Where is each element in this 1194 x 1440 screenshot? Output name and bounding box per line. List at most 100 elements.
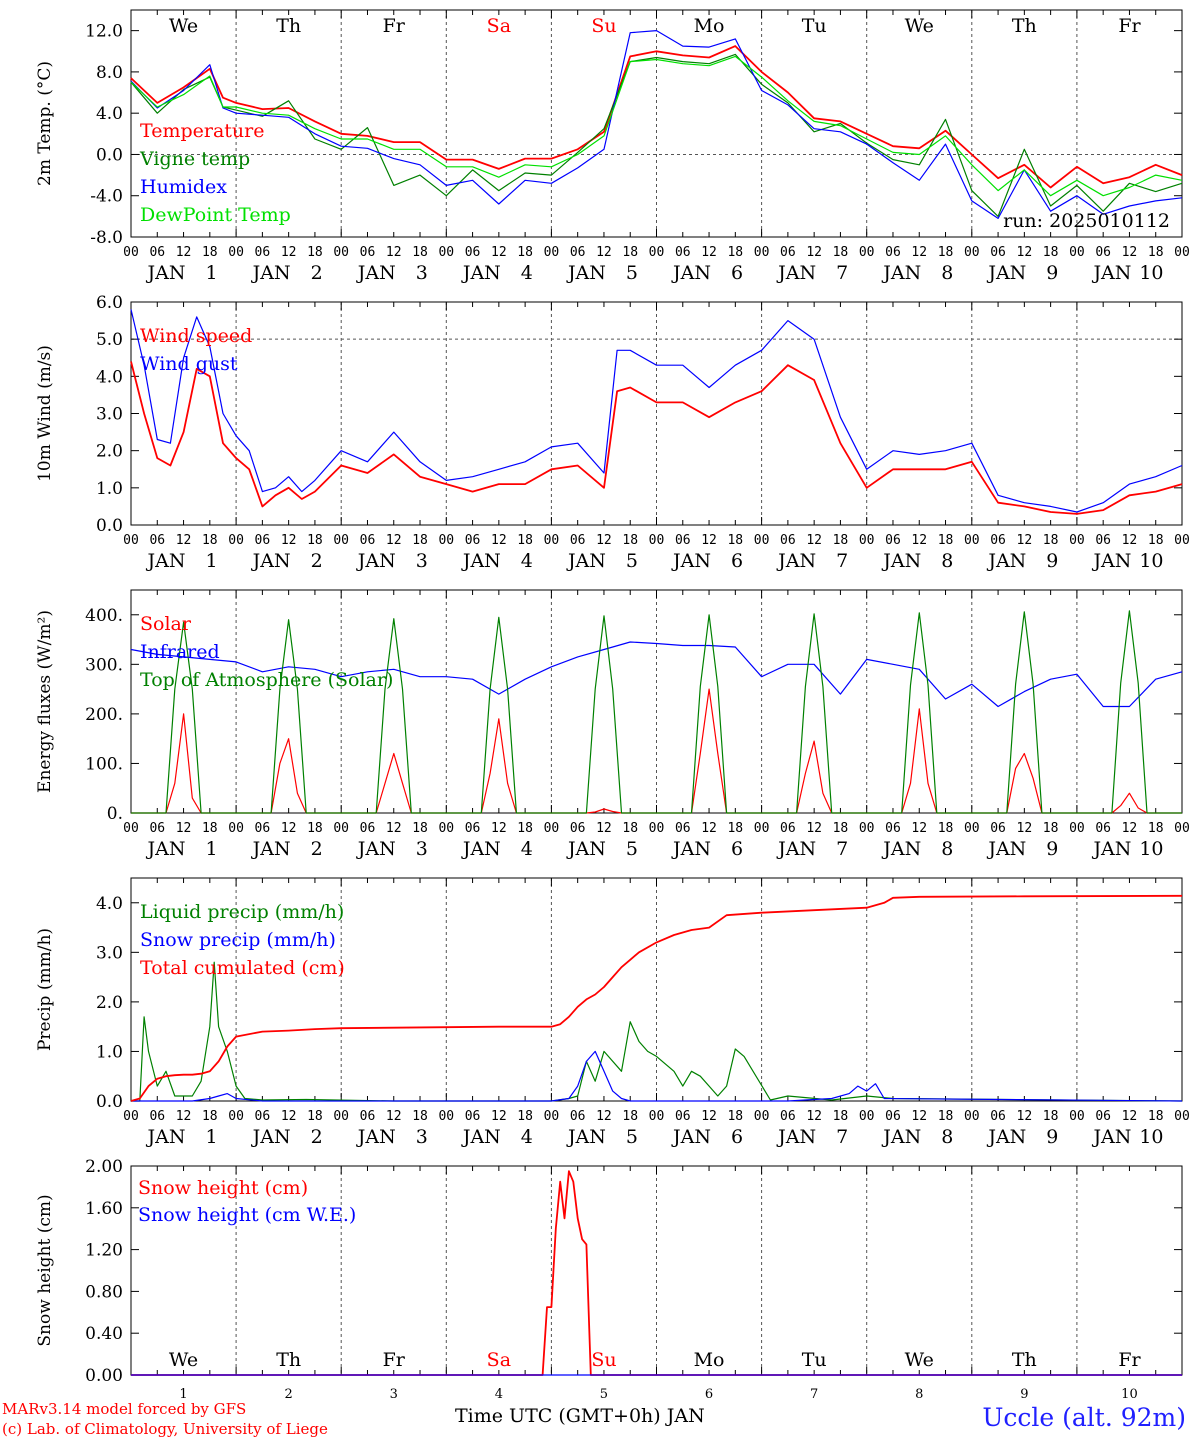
date-day-label: 9 [1046, 838, 1058, 860]
weekday-label: Mo [694, 1349, 725, 1371]
hour-tick-label: 12 [386, 533, 402, 548]
hour-tick-label: 00 [544, 821, 560, 836]
hour-tick-label: 12 [386, 1109, 402, 1124]
series-line-snow-precip-mm-h- [131, 1050, 1183, 1102]
hour-tick-label: 06 [780, 821, 796, 836]
hour-tick-label: 00 [438, 245, 454, 260]
legend-entry: Humidex [140, 176, 227, 198]
hour-tick-label: 18 [938, 533, 954, 548]
y-tick-label: -8.0 [90, 228, 123, 248]
panel-temperature: 12.08.04.00.0-4.0-8.02m Temp. (°C)00 06 12… [35, 9, 1190, 284]
y-tick-label: 8.0 [96, 63, 123, 83]
y-tick-label: 1.0 [96, 479, 123, 499]
date-day-label: 3 [416, 262, 428, 284]
hour-tick-label: 18 [622, 245, 638, 260]
hour-tick-label: 06 [360, 821, 376, 836]
series-line-liquid-precip-mm-h- [131, 961, 1183, 1102]
y-tick-label: 2.0 [96, 442, 123, 462]
y-tick-label: 12.0 [85, 22, 123, 42]
date-day-label: 4 [521, 838, 533, 860]
hour-tick-label: 00 [438, 1109, 454, 1124]
hour-tick-label: 06 [255, 245, 271, 260]
hour-tick-label: 18 [202, 533, 218, 548]
series-line-top-of-atmosphere-solar- [131, 610, 1182, 814]
hour-tick-label: 18 [833, 1109, 849, 1124]
date-month-label: JAN [986, 550, 1026, 572]
date-day-label: 4 [521, 262, 533, 284]
y-axis-label: Snow height (cm) [35, 1194, 55, 1346]
hour-tick-label: 18 [938, 1109, 954, 1124]
y-tick-label: 300. [85, 655, 123, 675]
y-tick-label: 2.00 [85, 1157, 123, 1177]
legend-entry: Liquid precip (mm/h) [140, 901, 344, 923]
date-month-label: JAN [776, 262, 816, 284]
hour-tick-label: 12 [596, 1109, 612, 1124]
series-line-dewpoint-temp [130, 55, 1183, 197]
hour-tick-label: 00 [964, 1109, 980, 1124]
date-day-label: 10 [1139, 1126, 1163, 1148]
hour-tick-label: 18 [938, 245, 954, 260]
weekday-label: Tu [802, 1349, 827, 1371]
hour-tick-label: 18 [1043, 245, 1059, 260]
hour-tick-label: 18 [307, 821, 323, 836]
date-day-label: 3 [416, 550, 428, 572]
date-month-label: JAN [1091, 262, 1131, 284]
date-month-label: JAN [566, 262, 606, 284]
date-day-label: 3 [416, 838, 428, 860]
hour-tick-label: 00 [123, 821, 139, 836]
date-day-label: 6 [731, 262, 743, 284]
time-axis-label: Time UTC (GMT+0h) JAN [455, 1405, 705, 1427]
hour-tick-label: 06 [990, 821, 1006, 836]
date-day-label: 8 [941, 1126, 953, 1148]
hour-tick-label: 12 [701, 1109, 717, 1124]
hour-tick-label: 00 [1069, 245, 1085, 260]
hour-tick-label: 12 [491, 1109, 507, 1124]
date-month-label: JAN [146, 550, 186, 572]
legend-entry: Vigne temp [139, 148, 250, 170]
hour-tick-label: 00 [1174, 1109, 1190, 1124]
hour-tick-label: 06 [465, 533, 481, 548]
date-month-label: JAN [566, 550, 606, 572]
hour-tick-label: 12 [1122, 533, 1138, 548]
hour-tick-label: 06 [360, 1109, 376, 1124]
footer-day-number: 7 [810, 1387, 818, 1402]
date-month-label: JAN [671, 838, 711, 860]
hour-tick-label: 00 [123, 245, 139, 260]
hour-tick-label: 18 [202, 821, 218, 836]
hour-tick-label: 18 [833, 821, 849, 836]
footer-day-number: 10 [1121, 1387, 1138, 1402]
hour-tick-label: 12 [1017, 1109, 1033, 1124]
y-tick-label: 3.0 [96, 405, 123, 425]
date-day-label: 6 [731, 550, 743, 572]
weekday-label: Sa [487, 15, 511, 37]
date-day-label: 7 [836, 838, 848, 860]
date-day-label: 10 [1139, 550, 1163, 572]
hour-tick-label: 06 [465, 1109, 481, 1124]
hour-tick-label: 00 [228, 1109, 244, 1124]
y-tick-label: 0.0 [96, 516, 123, 536]
hour-tick-label: 12 [386, 821, 402, 836]
date-day-label: 4 [521, 1126, 533, 1148]
weekday-label: Fr [1118, 15, 1141, 37]
legend-entry: Snow height (cm W.E.) [138, 1204, 356, 1226]
y-axis-label: 10m Wind (m/s) [35, 345, 55, 482]
hour-tick-label: 18 [833, 533, 849, 548]
date-day-label: 7 [836, 262, 848, 284]
hour-tick-label: 06 [149, 245, 165, 260]
date-day-label: 9 [1046, 1126, 1058, 1148]
hour-tick-label: 06 [780, 245, 796, 260]
footer-day-number: 5 [600, 1387, 608, 1402]
legend-entry: Wind speed [140, 325, 252, 347]
hour-tick-label: 06 [360, 533, 376, 548]
hour-tick-label: 12 [1017, 245, 1033, 260]
date-month-label: JAN [986, 262, 1026, 284]
footer-day-number: 4 [495, 1387, 503, 1402]
hour-tick-label: 06 [1095, 245, 1111, 260]
weekday-label: Sa [487, 1349, 511, 1371]
hour-tick-label: 12 [701, 821, 717, 836]
date-month-label: JAN [566, 1126, 606, 1148]
legend-entry: Snow precip (mm/h) [140, 929, 336, 951]
weekday-label: Su [591, 15, 616, 37]
series-line-vigne-temp [130, 53, 1183, 217]
